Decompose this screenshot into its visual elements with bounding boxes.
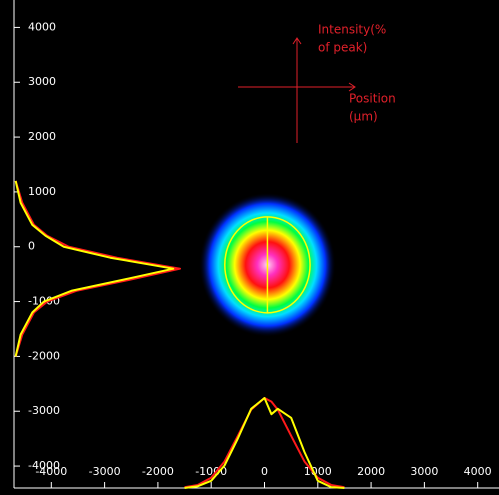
y-tick-label: 3000: [28, 75, 56, 88]
y-tick-label: -2000: [28, 349, 60, 362]
legend-intensity-line2: of peak): [318, 41, 367, 55]
legend-position-line2: (µm): [349, 110, 378, 124]
y-tick-label: -3000: [28, 404, 60, 417]
legend-intensity-line1: Intensity(%: [318, 23, 386, 37]
x-tick-label: 3000: [410, 465, 438, 478]
y-tick-label: 0: [28, 240, 35, 253]
x-tick-label: 2000: [357, 465, 385, 478]
x-tick-label: 0: [261, 465, 268, 478]
beam-layer: [199, 193, 335, 337]
x-tick-label: 4000: [464, 465, 492, 478]
y-tick-label: 1000: [28, 185, 56, 198]
x-tick-label: -3000: [89, 465, 121, 478]
x-tick-label: -2000: [142, 465, 174, 478]
chart: Intensity(% of peak) Position (µm) -4000…: [0, 0, 499, 495]
y-tick-label: 2000: [28, 130, 56, 143]
y-tick-label: -4000: [28, 459, 60, 472]
legend-position-line1: Position: [349, 92, 396, 106]
y-tick-label: 4000: [28, 20, 56, 33]
